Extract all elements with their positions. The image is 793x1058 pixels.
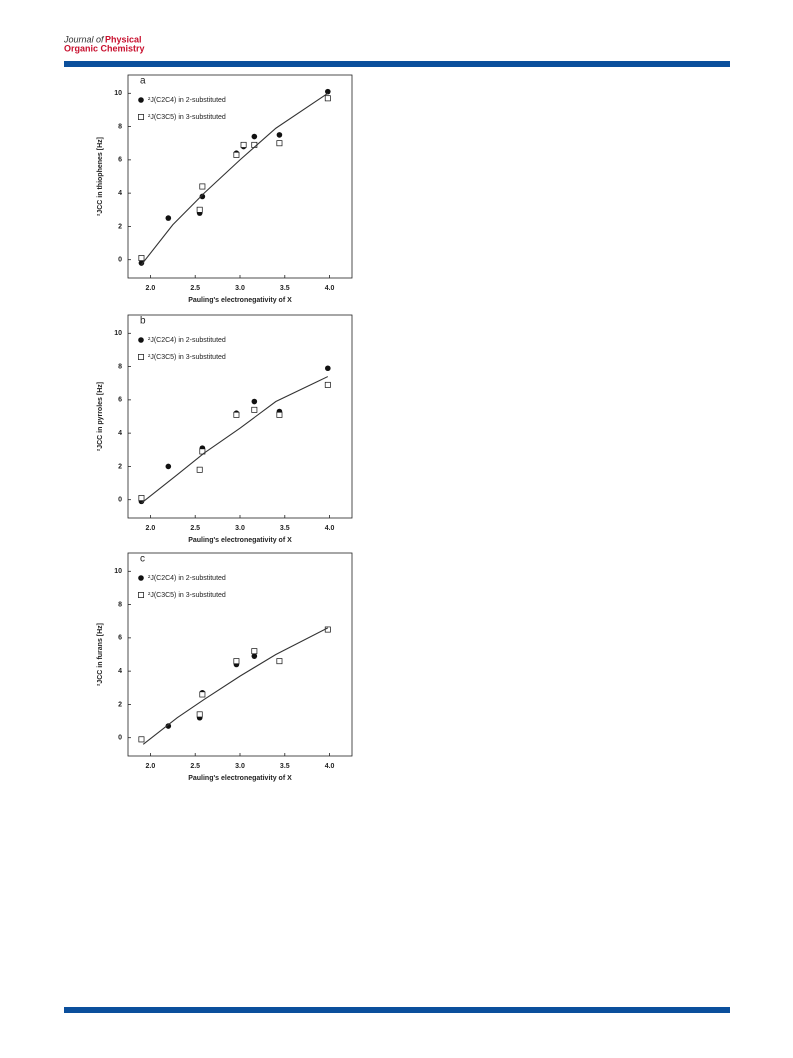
y-tick-label: 2 — [118, 223, 122, 230]
marker — [196, 466, 203, 473]
y-tick-label: 2 — [118, 701, 122, 708]
x-tick-label: 3.0 — [235, 763, 245, 770]
marker — [240, 141, 247, 148]
y-tick-label: 0 — [118, 497, 122, 504]
marker — [251, 653, 258, 659]
marker — [233, 411, 240, 418]
marker — [276, 140, 283, 147]
legend-label: ²J(C2C4) in 2-substituted — [148, 575, 226, 582]
y-tick-label: 8 — [118, 123, 122, 130]
marker — [138, 260, 145, 266]
x-tick-label: 2.5 — [190, 763, 200, 770]
marker — [138, 495, 145, 501]
x-tick-label: 4.0 — [325, 525, 335, 532]
legend-marker — [138, 354, 144, 360]
marker — [324, 95, 331, 102]
x-tick-label: 4.0 — [325, 763, 335, 770]
plot-frame — [127, 74, 353, 279]
y-tick-label: 4 — [118, 430, 122, 437]
footer-bar — [64, 1007, 730, 1013]
marker — [199, 691, 206, 698]
y-tick-label: 0 — [118, 735, 122, 742]
x-axis-label: Pauling's electronegativity of X — [188, 537, 292, 544]
x-axis-label: Pauling's electronegativity of X — [188, 775, 292, 782]
fit-curve — [141, 376, 329, 504]
marker — [325, 88, 331, 95]
y-tick-label: 10 — [114, 330, 122, 337]
marker — [196, 206, 203, 213]
y-axis-label: ²JCC in pyrroles [Hz] — [97, 382, 104, 451]
legend-label: ²J(C3C5) in 3-substituted — [148, 354, 226, 361]
marker — [276, 411, 283, 418]
marker — [233, 151, 240, 158]
y-tick-label: 4 — [118, 190, 122, 197]
x-tick-label: 3.0 — [235, 525, 245, 532]
y-tick-label: 2 — [118, 463, 122, 470]
panel-label: a — [140, 76, 146, 87]
y-tick-label: 8 — [118, 601, 122, 608]
marker — [196, 711, 203, 718]
journal-name: Physical — [105, 34, 142, 44]
marker — [233, 658, 240, 665]
marker — [165, 723, 172, 729]
x-tick-label: 2.0 — [146, 525, 156, 532]
panel-label: b — [140, 316, 146, 327]
legend-marker — [138, 592, 144, 598]
x-tick-label: 2.5 — [190, 525, 200, 532]
y-axis-label: ²JCC in thiophenes [Hz] — [97, 137, 104, 216]
y-tick-label: 10 — [114, 90, 122, 97]
marker — [324, 381, 331, 388]
marker — [251, 406, 258, 413]
marker — [276, 132, 283, 138]
fit-curve — [141, 92, 329, 266]
plot-frame — [127, 552, 353, 757]
panel-label: c — [140, 554, 145, 565]
marker — [325, 365, 331, 372]
x-tick-label: 3.5 — [280, 525, 290, 532]
marker — [199, 183, 206, 190]
y-tick-label: 6 — [118, 635, 122, 642]
y-axis-label: ²JCC in furans [Hz] — [97, 623, 104, 686]
x-tick-label: 4.0 — [325, 285, 335, 292]
legend-marker — [138, 114, 144, 120]
legend-marker — [138, 97, 144, 103]
fit-curve — [142, 627, 329, 745]
x-tick-label: 3.5 — [280, 285, 290, 292]
y-tick-label: 6 — [118, 157, 122, 164]
marker — [251, 133, 258, 140]
y-tick-label: 10 — [114, 568, 122, 575]
marker — [251, 398, 258, 405]
legend-marker — [138, 575, 144, 581]
journal-name: Organic Chemistry — [64, 43, 145, 53]
x-tick-label: 3.0 — [235, 285, 245, 292]
legend-label: ²J(C3C5) in 3-substituted — [148, 592, 226, 599]
x-axis-label: Pauling's electronegativity of X — [188, 297, 292, 304]
x-tick-label: 2.0 — [146, 763, 156, 770]
marker — [251, 648, 258, 655]
marker — [199, 193, 206, 200]
marker — [165, 463, 172, 470]
y-tick-label: 4 — [118, 668, 122, 675]
legend-marker — [138, 337, 144, 343]
marker — [138, 736, 145, 743]
legend-label: ²J(C2C4) in 2-substituted — [148, 337, 226, 344]
y-tick-label: 8 — [118, 363, 122, 370]
header-bar — [64, 61, 730, 67]
marker — [324, 626, 331, 633]
y-tick-label: 6 — [118, 397, 122, 404]
marker — [276, 658, 283, 665]
journal-prefix: Journal of — [63, 34, 105, 44]
legend-label: ²J(C3C5) in 3-substituted — [148, 114, 226, 121]
marker — [165, 215, 172, 221]
x-tick-label: 2.5 — [190, 285, 200, 292]
y-tick-label: 0 — [118, 257, 122, 264]
x-tick-label: 2.0 — [146, 285, 156, 292]
x-tick-label: 3.5 — [280, 763, 290, 770]
marker — [138, 255, 145, 261]
legend-label: ²J(C2C4) in 2-substituted — [148, 97, 226, 104]
